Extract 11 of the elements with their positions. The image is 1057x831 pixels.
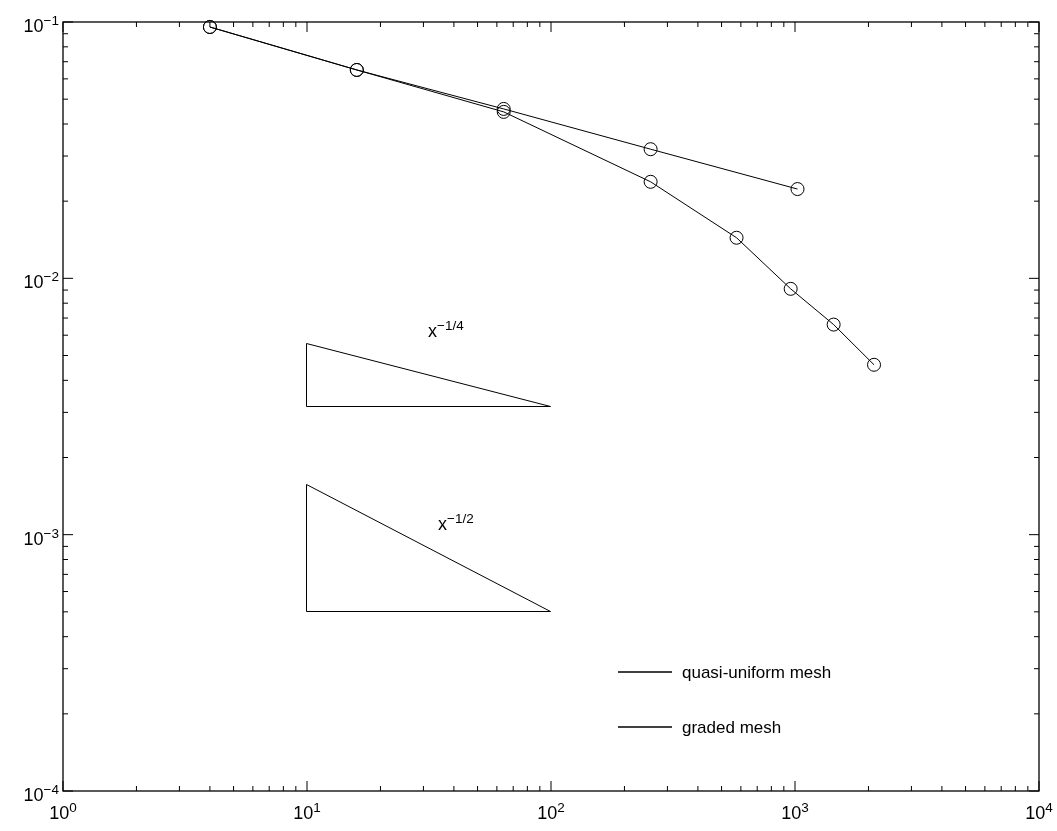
legend-label: graded mesh bbox=[682, 718, 782, 737]
x-tick-label: 10$^{1}$ bbox=[293, 799, 321, 823]
legend-label: quasi-uniform mesh bbox=[682, 663, 832, 682]
y-tick-label: 10$^{−2}$ bbox=[23, 268, 59, 293]
annotation: x$^{−1/4}$ bbox=[428, 317, 465, 341]
x-tick-label: 10$^{4}$ bbox=[1025, 799, 1054, 823]
x-tick-label: 10$^{3}$ bbox=[781, 799, 809, 823]
annotation: x$^{−1/2}$ bbox=[438, 510, 474, 534]
x-tick-label: 10$^{2}$ bbox=[537, 799, 565, 823]
y-tick-label: 10$^{−3}$ bbox=[23, 525, 59, 549]
y-tick-label: 10$^{−1}$ bbox=[23, 12, 59, 36]
